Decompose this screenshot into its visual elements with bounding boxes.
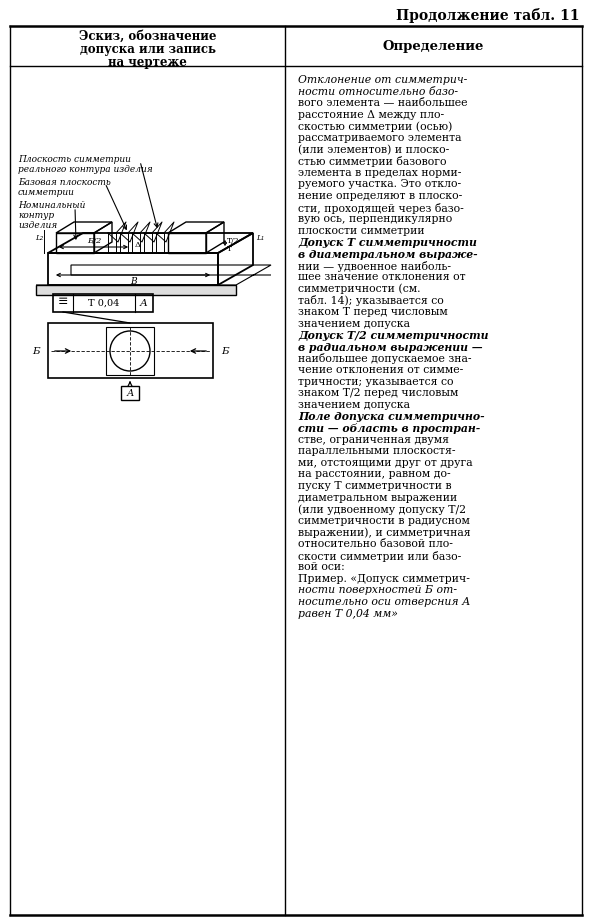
Text: А: А [126,389,134,398]
Text: тричности; указывается со: тричности; указывается со [298,377,454,387]
Text: Б/2: Б/2 [87,237,101,245]
Text: значением допуска: значением допуска [298,318,410,329]
Text: Б: Б [221,346,229,355]
Text: ности относительно базо-: ности относительно базо- [298,87,458,97]
Bar [36,285,236,295]
Text: вой оси:: вой оси: [298,562,345,572]
Text: плоскости симметрии: плоскости симметрии [298,226,425,235]
Text: стве, ограниченная двумя: стве, ограниченная двумя [298,435,449,445]
Text: симметричности в радиусном: симметричности в радиусном [298,516,470,526]
Text: скостью симметрии (осью): скостью симметрии (осью) [298,122,453,132]
Text: руемого участка. Это откло-: руемого участка. Это откло- [298,179,461,189]
Text: в диаметральном выраже-: в диаметральном выраже- [298,249,478,260]
Text: ности поверхностей Б от-: ности поверхностей Б от- [298,585,457,595]
Text: реального контура изделия: реального контура изделия [18,165,153,174]
Text: элемента в пределах норми-: элемента в пределах норми- [298,168,461,178]
Text: Т/2: Т/2 [227,237,240,245]
Text: L₂: L₂ [35,234,43,242]
Text: диаметральном выражении: диаметральном выражении [298,493,457,503]
Text: относительно базовой пло-: относительно базовой пло- [298,539,453,549]
Bar [48,323,213,378]
Text: шее значение отклонения от: шее значение отклонения от [298,272,466,282]
Text: L₁: L₁ [256,234,264,242]
Text: Допуск Т симметричности: Допуск Т симметричности [298,237,477,248]
Text: нение определяют в плоско-: нение определяют в плоско- [298,191,462,201]
Text: симметрии: симметрии [18,188,75,197]
Text: Т: Т [227,245,232,253]
Text: на расстоянии, равном до-: на расстоянии, равном до- [298,470,451,479]
Text: пуску Т симметричности в: пуску Т симметричности в [298,481,451,491]
Text: нии — удвоенное наиболь-: нии — удвоенное наиболь- [298,260,451,271]
Text: А: А [140,298,148,307]
Text: Номинальный: Номинальный [18,201,86,210]
Text: носительно оси отверсния А: носительно оси отверсния А [298,597,470,607]
Text: в радиальном выражении —: в радиальном выражении — [298,342,483,353]
Bar [121,386,139,400]
Text: рассматриваемого элемента: рассматриваемого элемента [298,133,461,143]
Bar [106,327,154,375]
Text: изделия: изделия [18,221,57,230]
Text: Поле допуска симметрично-: Поле допуска симметрично- [298,412,484,423]
Text: выражении), и симметричная: выражении), и симметричная [298,527,471,538]
Text: вую ось, перпендикулярно: вую ось, перпендикулярно [298,214,453,224]
Text: скости симметрии или базо-: скости симметрии или базо- [298,551,461,561]
Text: (или удвоенному допуску Т/2: (или удвоенному допуску Т/2 [298,504,466,515]
Text: (или элементов) и плоско-: (или элементов) и плоско- [298,145,449,155]
Text: Б: Б [32,346,40,355]
Text: на чертеже: на чертеже [108,56,187,69]
Text: Плоскость симметрии: Плоскость симметрии [18,155,131,164]
Text: сти — область в простран-: сти — область в простран- [298,423,480,434]
Text: Пример. «Допуск симметрич-: Пример. «Допуск симметрич- [298,574,470,584]
Text: В: В [130,277,136,286]
Text: табл. 14); указывается со: табл. 14); указывается со [298,295,444,306]
Text: контур: контур [18,211,54,220]
Text: равен Т 0,04 мм»: равен Т 0,04 мм» [298,608,398,618]
Text: Эскиз, обозначение: Эскиз, обозначение [78,30,217,43]
Text: симметричности (см.: симметричности (см. [298,283,421,294]
Text: ≡: ≡ [58,295,68,308]
Text: вого элемента — наибольшее: вого элемента — наибольшее [298,98,467,108]
Text: сти, проходящей через базо-: сти, проходящей через базо- [298,203,464,213]
Text: чение отклонения от симме-: чение отклонения от симме- [298,365,463,375]
Text: знаком Т/2 перед числовым: знаком Т/2 перед числовым [298,389,458,398]
Text: Продолжение табл. 11: Продолжение табл. 11 [396,8,580,23]
Text: ми, отстоящими друг от друга: ми, отстоящими друг от друга [298,458,473,468]
Text: наибольшее допускаемое зна-: наибольшее допускаемое зна- [298,354,471,365]
Text: допуска или запись: допуска или запись [80,43,215,56]
Bar [53,294,153,312]
Text: значением допуска: значением допуска [298,400,410,410]
Text: стью симметрии базового: стью симметрии базового [298,156,447,167]
Text: Т 0,04: Т 0,04 [88,298,120,307]
Text: расстояние Δ между пло-: расстояние Δ между пло- [298,110,444,120]
Text: Базовая плоскость: Базовая плоскость [18,178,111,187]
Text: Определение: Определение [383,40,484,53]
Text: Допуск Т/2 симметричности: Допуск Т/2 симметричности [298,330,489,342]
Text: параллельными плоскостя-: параллельными плоскостя- [298,446,455,456]
Text: Отклонение от симметрич-: Отклонение от симметрич- [298,75,467,85]
Text: Δ: Δ [135,241,141,249]
Text: знаком Т перед числовым: знаком Т перед числовым [298,307,448,317]
